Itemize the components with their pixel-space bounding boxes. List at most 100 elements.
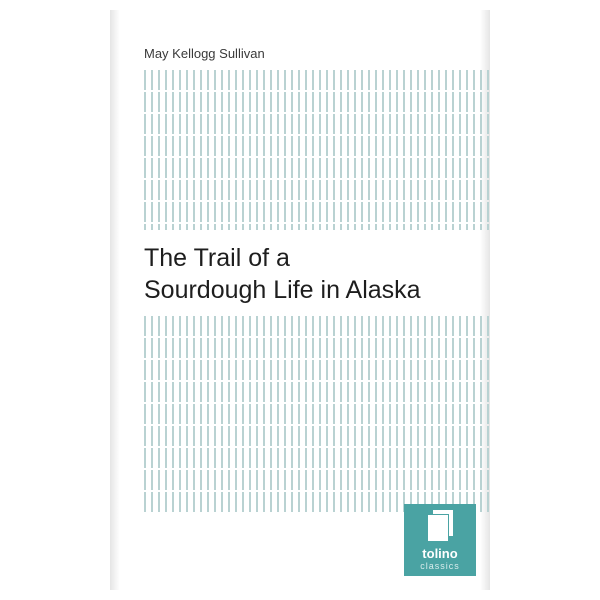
- pattern-tick: [207, 202, 209, 222]
- pattern-tick: [312, 114, 314, 134]
- pattern-tick: [277, 426, 279, 446]
- pattern-tick: [172, 404, 174, 424]
- pattern-tick: [333, 492, 335, 512]
- pattern-tick: [382, 470, 384, 490]
- pattern-tick: [319, 316, 321, 336]
- pattern-tick: [459, 338, 461, 358]
- pattern-tick: [193, 202, 195, 222]
- pattern-tick: [431, 338, 433, 358]
- pattern-tick: [487, 404, 489, 424]
- pattern-tick: [172, 70, 174, 90]
- pattern-tick: [263, 470, 265, 490]
- pattern-tick: [382, 492, 384, 512]
- pattern-tick: [235, 426, 237, 446]
- pattern-row: [144, 136, 490, 156]
- pattern-tick: [389, 70, 391, 90]
- publisher-brand: tolino: [420, 546, 460, 561]
- pattern-tick: [396, 158, 398, 178]
- pattern-tick: [396, 92, 398, 112]
- pattern-tick: [207, 158, 209, 178]
- pattern-tick: [431, 180, 433, 200]
- pattern-tick: [410, 180, 412, 200]
- pattern-tick: [382, 158, 384, 178]
- pattern-tick: [438, 202, 440, 222]
- pattern-tick: [445, 114, 447, 134]
- pattern-tick: [333, 338, 335, 358]
- pattern-tick: [284, 382, 286, 402]
- pattern-tick: [487, 470, 489, 490]
- pattern-tick: [410, 70, 412, 90]
- pattern-tick: [221, 180, 223, 200]
- author-name: May Kellogg Sullivan: [144, 46, 265, 61]
- pattern-tick: [186, 492, 188, 512]
- pattern-tick: [207, 136, 209, 156]
- pattern-tick: [235, 158, 237, 178]
- pattern-tick: [438, 448, 440, 468]
- pattern-tick: [263, 382, 265, 402]
- pattern-tick: [207, 492, 209, 512]
- pattern-tick: [291, 360, 293, 380]
- pattern-tick: [368, 382, 370, 402]
- page-shape-front: [427, 514, 449, 542]
- pattern-tick: [200, 360, 202, 380]
- pattern-tick: [221, 136, 223, 156]
- pattern-tick: [382, 404, 384, 424]
- pattern-tick: [375, 180, 377, 200]
- pattern-tick: [200, 382, 202, 402]
- pattern-tick: [410, 316, 412, 336]
- pattern-tick: [305, 382, 307, 402]
- pattern-tick: [284, 426, 286, 446]
- pattern-tick: [431, 158, 433, 178]
- pattern-tick: [319, 360, 321, 380]
- pattern-tick: [165, 338, 167, 358]
- pattern-tick: [340, 426, 342, 446]
- pattern-tick: [326, 136, 328, 156]
- pattern-tick: [361, 202, 363, 222]
- pattern-tick: [340, 70, 342, 90]
- pattern-tick: [368, 180, 370, 200]
- pattern-tick: [431, 382, 433, 402]
- pattern-tick: [151, 114, 153, 134]
- pattern-tick: [158, 136, 160, 156]
- pattern-tick: [333, 114, 335, 134]
- pattern-tick: [368, 202, 370, 222]
- pattern-tick: [487, 92, 489, 112]
- pattern-tick: [396, 316, 398, 336]
- pattern-tick: [417, 136, 419, 156]
- pattern-tick: [487, 70, 489, 90]
- pattern-tick: [466, 470, 468, 490]
- pattern-tick: [354, 224, 356, 230]
- pattern-tick: [424, 180, 426, 200]
- pattern-tick: [375, 136, 377, 156]
- pattern-tick: [396, 114, 398, 134]
- pattern-tick: [172, 338, 174, 358]
- pattern-tick: [410, 114, 412, 134]
- pattern-tick: [242, 360, 244, 380]
- pattern-tick: [480, 70, 482, 90]
- pattern-tick: [319, 180, 321, 200]
- pattern-tick: [466, 448, 468, 468]
- pattern-tick: [326, 114, 328, 134]
- pattern-tick: [270, 338, 272, 358]
- pattern-tick: [410, 448, 412, 468]
- pattern-tick: [382, 316, 384, 336]
- pattern-tick: [249, 158, 251, 178]
- pattern-tick: [347, 136, 349, 156]
- publisher-label: tolino classics: [420, 546, 460, 571]
- pattern-tick: [207, 360, 209, 380]
- pattern-tick: [242, 70, 244, 90]
- pattern-tick: [186, 316, 188, 336]
- pattern-tick: [333, 224, 335, 230]
- pattern-tick: [417, 158, 419, 178]
- pattern-tick: [347, 224, 349, 230]
- pattern-tick: [207, 338, 209, 358]
- pattern-tick: [270, 136, 272, 156]
- pattern-tick: [193, 426, 195, 446]
- pattern-tick: [424, 202, 426, 222]
- pattern-tick: [179, 448, 181, 468]
- pattern-tick: [277, 448, 279, 468]
- pattern-tick: [144, 316, 146, 336]
- pattern-tick: [249, 470, 251, 490]
- pattern-row: [144, 180, 490, 200]
- pattern-tick: [235, 92, 237, 112]
